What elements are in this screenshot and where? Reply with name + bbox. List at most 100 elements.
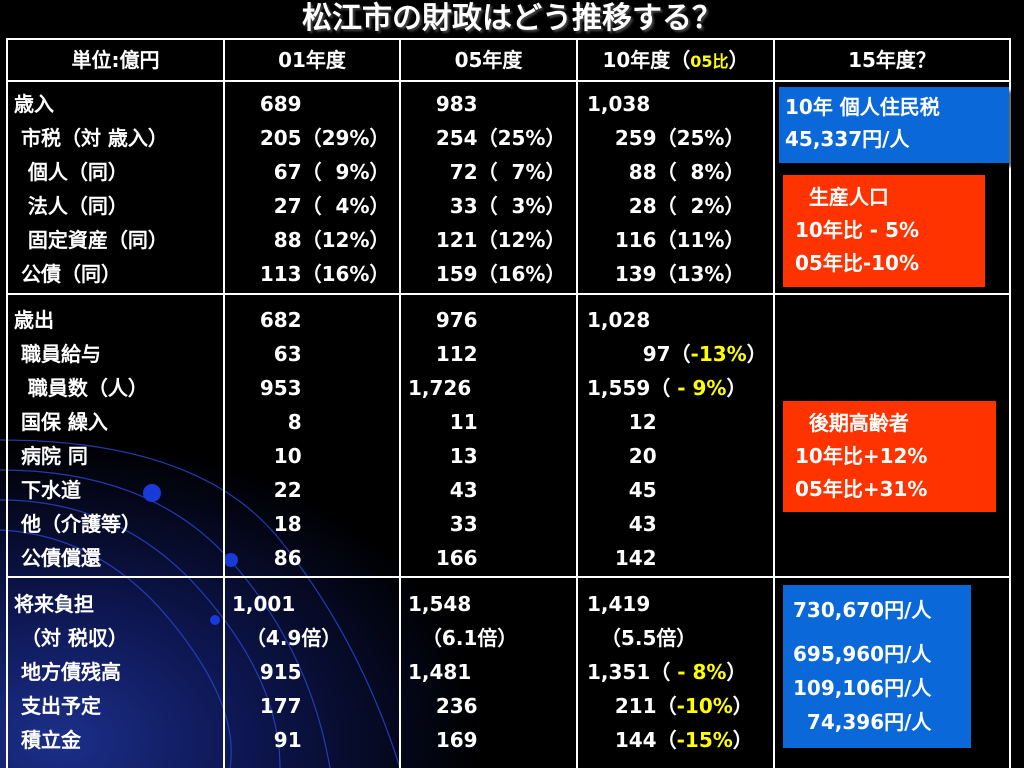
row-label: 積立金 xyxy=(14,728,81,752)
cell-2010: 1,419 xyxy=(587,587,650,621)
cell-2001: 113（16%） xyxy=(232,262,390,286)
row-label: 市税（対 歳入） xyxy=(14,126,168,150)
cell-2001: 67（ 9%） xyxy=(232,160,390,184)
cell-2010: 1,559（ - 9%） xyxy=(587,371,746,405)
cell-2005: 236 xyxy=(408,694,478,718)
cell-2001: 177 xyxy=(232,694,302,718)
elderly-box-line: 後期高齢者 xyxy=(795,411,909,435)
deco-dot-3 xyxy=(210,615,220,625)
cell-2005: 112 xyxy=(408,342,478,366)
cell-2010-value: 12 xyxy=(587,410,657,434)
cell-2010: 45 xyxy=(587,473,657,507)
burden-box-line: 695,960円/人 xyxy=(793,642,932,666)
cell-2005: 1,548 xyxy=(408,592,472,616)
cell-2010-change: - 9% xyxy=(670,376,727,400)
row-label: 固定資産（同） xyxy=(14,228,168,252)
row-label: 国保 繰入 xyxy=(14,410,108,434)
row-label: 職員数（人） xyxy=(14,376,148,400)
cell-2010-change: -15% xyxy=(676,728,733,752)
cell-2001: 86 xyxy=(232,546,302,570)
row-label: 公債償還 xyxy=(14,546,101,570)
grid-line xyxy=(1009,38,1011,768)
cell-2001: 63 xyxy=(232,342,302,366)
header-2001: 01年度 xyxy=(278,48,346,72)
cell-2010-value: 97（ xyxy=(587,342,691,366)
cell-2005: 121（12%） xyxy=(408,228,566,252)
row-label: 他（介護等） xyxy=(14,512,141,536)
cell-2010-value: 1,419 xyxy=(587,592,651,616)
cell-2001: 91 xyxy=(232,728,302,752)
cell-2010-value: 1,559（ xyxy=(587,376,671,400)
grid-line xyxy=(576,38,578,768)
grid-line xyxy=(773,38,775,768)
cell-2001: 1,001 xyxy=(232,592,296,616)
cell-2010: 28（ 2%） xyxy=(587,194,745,218)
cell-2010-value: 43 xyxy=(587,512,657,536)
cell-2010-close: ） xyxy=(746,342,767,366)
cell-2010-value: 1,028 xyxy=(587,308,651,332)
header-2010-accent: 05比 xyxy=(690,52,729,71)
cell-2010-value: 45 xyxy=(587,478,657,502)
deco-dot-1 xyxy=(143,484,161,502)
cell-2010-close: ） xyxy=(726,376,747,400)
cell-2010-value: 142 xyxy=(587,546,657,570)
deco-dot-2 xyxy=(224,553,238,567)
cell-2005: 159（16%） xyxy=(408,262,566,286)
row-label: 個人（同） xyxy=(14,160,128,184)
cell-2005: 11 xyxy=(408,410,478,434)
cell-2005: 1,726 xyxy=(408,376,472,400)
cell-2001: 88（12%） xyxy=(232,228,390,252)
grid-line xyxy=(399,38,401,768)
population-box-line: 生産人口 xyxy=(795,185,889,209)
cell-2010-close: ） xyxy=(732,728,753,752)
cell-2001: 8 xyxy=(232,410,302,434)
cell-2010: 259（25%） xyxy=(587,126,745,150)
cell-2005: （6.1倍） xyxy=(408,626,518,650)
cell-2005: 1,481 xyxy=(408,660,472,684)
row-label: 公債（同） xyxy=(14,262,121,286)
cell-2001: 682 xyxy=(232,308,302,332)
cell-2005: 13 xyxy=(408,444,478,468)
elderly-population-box: 後期高齢者 10年比+12% 05年比+31% xyxy=(783,401,996,512)
cell-2010-close: ） xyxy=(732,694,753,718)
cell-2005: 976 xyxy=(408,308,478,332)
burden-box-line: 74,396円/人 xyxy=(793,710,932,734)
row-label: 職員給与 xyxy=(14,342,101,366)
cell-2001: 22 xyxy=(232,478,302,502)
header-2005: 05年度 xyxy=(454,48,523,72)
cell-2010: 12 xyxy=(587,405,657,439)
cell-2005: 169 xyxy=(408,728,478,752)
cell-2005: 33 xyxy=(408,512,478,536)
tax-box-line: 45,337円/人 xyxy=(785,127,910,151)
cell-2005: 43 xyxy=(408,478,478,502)
elderly-box-line: 10年比+12% xyxy=(795,444,928,468)
row-label: 病院 同 xyxy=(14,444,88,468)
cell-2001: 915 xyxy=(232,660,302,684)
header-2015: 15年度？ xyxy=(848,48,936,72)
cell-2010: 43 xyxy=(587,507,657,541)
cell-2010: 211（-10%） xyxy=(587,689,753,723)
working-population-box: 生産人口 10年比 - 5% 05年比-10% xyxy=(783,175,985,287)
cell-2010: 1,028 xyxy=(587,303,650,337)
cell-2010: 144（-15%） xyxy=(587,723,753,757)
tax-box-line: 10年 個人住民税 xyxy=(785,95,940,119)
grid-line xyxy=(6,38,8,768)
cell-2001: 689 xyxy=(232,92,302,116)
burden-box-line: 730,670円/人 xyxy=(793,598,932,622)
row-label: 歳入 xyxy=(14,92,54,116)
cell-2010: 88（ 8%） xyxy=(587,160,745,184)
cell-2005: 254（25%） xyxy=(408,126,566,150)
cell-2010: 139（13%） xyxy=(587,262,745,286)
cell-2005: 33（ 3%） xyxy=(408,194,566,218)
cell-2010: 116（11%） xyxy=(587,228,745,252)
cell-2010-change: - 8% xyxy=(670,660,727,684)
grid-line xyxy=(6,576,1011,578)
cell-2001: 205（29%） xyxy=(232,126,390,150)
cell-2010-value: 1,351（ xyxy=(587,660,671,684)
cell-2001: 27（ 4%） xyxy=(232,194,390,218)
cell-2010-value: 144（ xyxy=(587,728,677,752)
cell-2010-change: -13% xyxy=(690,342,747,366)
cell-2010: 1,038 xyxy=(587,92,651,116)
row-label: 下水道 xyxy=(14,478,81,502)
